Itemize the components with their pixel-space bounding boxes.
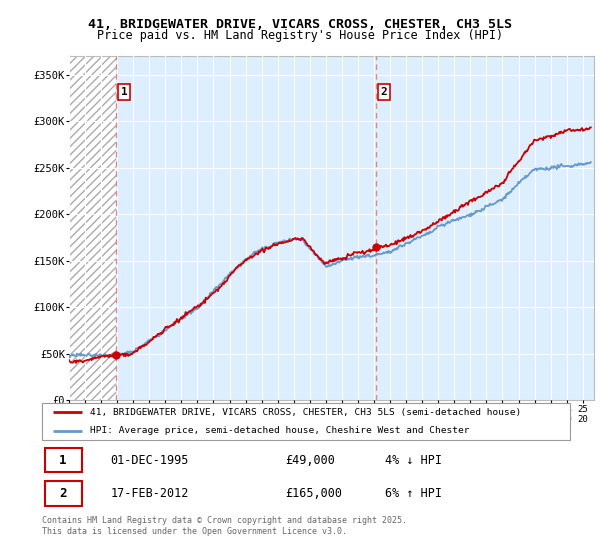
Text: Contains HM Land Registry data © Crown copyright and database right 2025.
This d: Contains HM Land Registry data © Crown c… — [42, 516, 407, 536]
Text: 41, BRIDGEWATER DRIVE, VICARS CROSS, CHESTER, CH3 5LS (semi-detached house): 41, BRIDGEWATER DRIVE, VICARS CROSS, CHE… — [89, 408, 521, 417]
Text: 41, BRIDGEWATER DRIVE, VICARS CROSS, CHESTER, CH3 5LS: 41, BRIDGEWATER DRIVE, VICARS CROSS, CHE… — [88, 18, 512, 31]
FancyBboxPatch shape — [42, 403, 570, 440]
Text: 4% ↓ HPI: 4% ↓ HPI — [385, 454, 442, 466]
Text: 1: 1 — [121, 87, 127, 97]
Text: £165,000: £165,000 — [285, 487, 342, 500]
Text: 2: 2 — [381, 87, 388, 97]
Text: HPI: Average price, semi-detached house, Cheshire West and Chester: HPI: Average price, semi-detached house,… — [89, 426, 469, 435]
Text: 01-DEC-1995: 01-DEC-1995 — [110, 454, 189, 466]
Bar — [69, 56, 116, 400]
Text: 6% ↑ HPI: 6% ↑ HPI — [385, 487, 442, 500]
Text: 17-FEB-2012: 17-FEB-2012 — [110, 487, 189, 500]
FancyBboxPatch shape — [44, 481, 82, 506]
Text: Price paid vs. HM Land Registry's House Price Index (HPI): Price paid vs. HM Land Registry's House … — [97, 29, 503, 42]
Text: £49,000: £49,000 — [285, 454, 335, 466]
FancyBboxPatch shape — [44, 448, 82, 472]
Text: 2: 2 — [59, 487, 67, 500]
Text: 1: 1 — [59, 454, 67, 466]
